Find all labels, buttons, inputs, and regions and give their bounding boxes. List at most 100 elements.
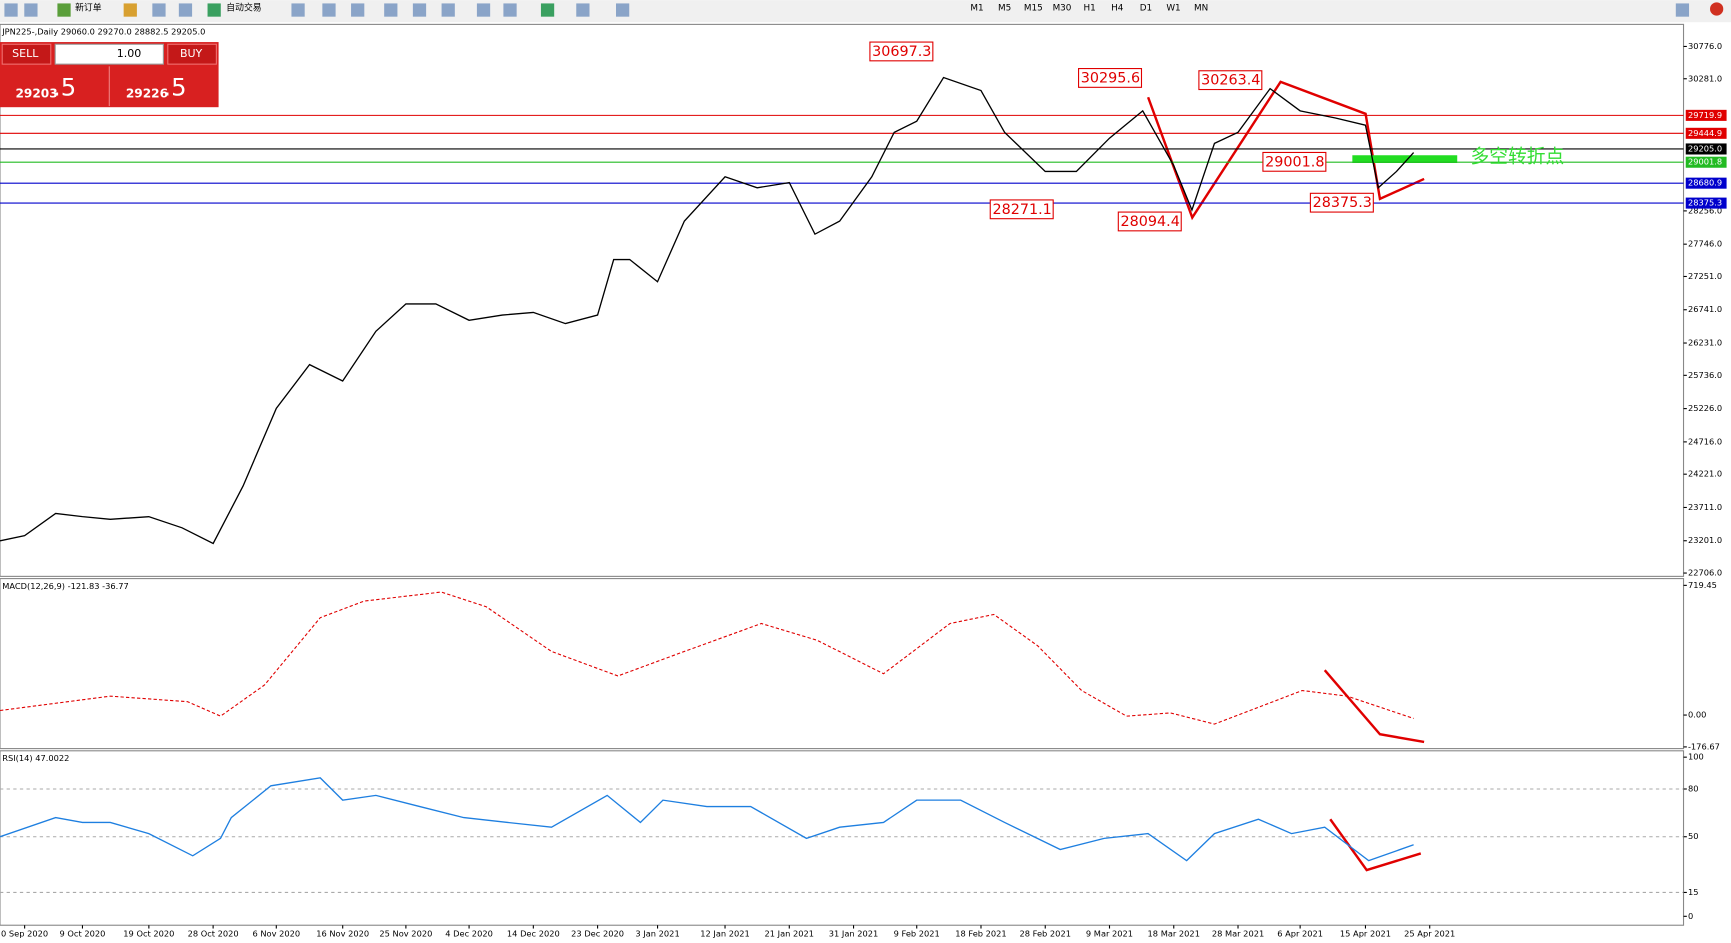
series-line xyxy=(0,777,1414,862)
timeframe-button[interactable]: D1 xyxy=(1140,3,1152,13)
x-tick-label: 6 Apr 2021 xyxy=(1277,929,1323,939)
timeframe-button[interactable]: MN xyxy=(1194,3,1208,13)
main-panel xyxy=(0,23,1685,577)
y-tick-label: 22706.0 xyxy=(1688,568,1722,578)
x-tick-label: 4 Dec 2020 xyxy=(445,929,493,939)
x-tick-label: 25 Nov 2020 xyxy=(379,929,432,939)
y-tick-label: 23711.0 xyxy=(1688,502,1722,512)
y-tick-label: 100 xyxy=(1688,752,1704,762)
toolbar xyxy=(0,0,1731,23)
annotation-box xyxy=(1309,192,1374,213)
buy-button[interactable]: BUY xyxy=(180,47,203,60)
panel-title: JPN225-,Daily 29060.0 29270.0 28882.5 29… xyxy=(1,27,205,37)
y-tick-label: 719.45 xyxy=(1688,580,1717,590)
annotation: 30697.3 xyxy=(872,44,931,60)
x-tick-label: 9 Mar 2021 xyxy=(1086,929,1133,939)
x-tick-label: 0 Sep 2020 xyxy=(1,929,48,939)
buy-price: 29226 xyxy=(126,86,168,100)
x-tick-label: 28 Mar 2021 xyxy=(1212,929,1264,939)
annotation-box xyxy=(1117,211,1182,232)
annotation-box xyxy=(869,41,934,62)
x-tick-label: 6 Nov 2020 xyxy=(252,929,300,939)
y-tick-label: 26741.0 xyxy=(1688,304,1722,314)
timeframe-button[interactable]: M5 xyxy=(998,3,1011,13)
auto-trade[interactable]: 自动交易 xyxy=(226,1,261,13)
annotation: 29001.8 xyxy=(1265,154,1324,170)
macd-panel xyxy=(0,578,1685,750)
x-tick-label: 25 Apr 2021 xyxy=(1404,929,1455,939)
sell-price-frac: .5 xyxy=(53,72,76,101)
timeframe-button[interactable]: H1 xyxy=(1083,3,1095,13)
timeframe-button[interactable]: M1 xyxy=(970,3,983,13)
annotation-box xyxy=(989,199,1054,220)
level-label: 28680.9 xyxy=(1688,178,1722,188)
y-tick-label: 0 xyxy=(1688,911,1693,921)
y-tick-label: 25226.0 xyxy=(1688,403,1722,413)
x-tick-label: 15 Apr 2021 xyxy=(1340,929,1391,939)
x-tick-label: 19 Oct 2020 xyxy=(123,929,174,939)
x-tick-label: 23 Dec 2020 xyxy=(571,929,624,939)
x-tick-label: 9 Oct 2020 xyxy=(60,929,106,939)
annotation: 28094.4 xyxy=(1121,214,1180,230)
x-tick-label: 9 Feb 2021 xyxy=(894,929,940,939)
rsi-panel xyxy=(0,750,1685,926)
x-tick-label: 14 Dec 2020 xyxy=(507,929,560,939)
level-tag xyxy=(1685,197,1727,209)
timeframe-button[interactable]: M15 xyxy=(1024,3,1043,13)
x-tick-label: 28 Feb 2021 xyxy=(1020,929,1071,939)
trend-lines xyxy=(1146,80,1425,872)
annotation-box xyxy=(1198,70,1263,91)
y-tick-label: 15 xyxy=(1688,887,1699,897)
level-tag xyxy=(1685,109,1727,121)
annotation-box xyxy=(1262,151,1327,172)
x-tick-label: 28 Oct 2020 xyxy=(188,929,239,939)
level-label: 29444.9 xyxy=(1688,128,1722,138)
annotation: 28375.3 xyxy=(1313,195,1372,211)
x-tick-label: 21 Jan 2021 xyxy=(765,929,815,939)
level-tag xyxy=(1685,127,1727,139)
x-tick-label: 18 Feb 2021 xyxy=(955,929,1006,939)
y-tick-label: 0.00 xyxy=(1688,710,1706,720)
level-label: 29719.9 xyxy=(1688,110,1722,120)
lot-input[interactable]: 1.00 xyxy=(117,47,142,60)
timeframe-button[interactable]: M30 xyxy=(1053,3,1072,13)
y-tick-label: 30281.0 xyxy=(1688,73,1722,83)
level-tag xyxy=(1685,156,1727,168)
x-tick-label: 18 Mar 2021 xyxy=(1148,929,1200,939)
y-tick-label: 24221.0 xyxy=(1688,469,1722,479)
annotation: 30295.6 xyxy=(1081,70,1140,86)
x-tick-label: 31 Jan 2021 xyxy=(829,929,879,939)
timeframe-button[interactable]: W1 xyxy=(1166,3,1180,13)
x-tick-label: 3 Jan 2021 xyxy=(635,929,679,939)
y-tick-label: 50 xyxy=(1688,831,1699,841)
buy-price-frac: .5 xyxy=(163,72,186,101)
y-tick-label: 26231.0 xyxy=(1688,338,1722,348)
y-tick-label: 30776.0 xyxy=(1688,41,1722,51)
y-tick-label: 23201.0 xyxy=(1688,535,1722,545)
level-label: 29001.8 xyxy=(1688,157,1722,167)
new-order[interactable]: 新订单 xyxy=(75,1,102,13)
timeframe-button[interactable]: H4 xyxy=(1111,3,1124,13)
level-tag xyxy=(1685,177,1727,189)
y-tick-label: 25736.0 xyxy=(1688,370,1722,380)
annotation-box xyxy=(1078,68,1143,88)
level-label: 29205.0 xyxy=(1688,143,1722,153)
level-label: 28375.3 xyxy=(1688,198,1722,208)
trade-panel xyxy=(0,42,219,108)
pivot-note: 多空转折点 xyxy=(1470,145,1564,167)
panel-title: MACD(12,26,9) -121.83 -36.77 xyxy=(2,581,129,591)
panel-title: RSI(14) 47.0022 xyxy=(2,753,69,763)
sell-price: 29203 xyxy=(15,86,57,100)
series-line xyxy=(0,591,1414,725)
sell-button[interactable]: SELL xyxy=(12,47,39,60)
annotation: 30263.4 xyxy=(1201,73,1260,89)
y-tick-label: 24716.0 xyxy=(1688,436,1722,446)
annotation: 28271.1 xyxy=(992,202,1051,218)
y-tick-label: 27746.0 xyxy=(1688,239,1722,249)
y-tick-label: 28256.0 xyxy=(1688,205,1722,215)
y-tick-label: 27251.0 xyxy=(1688,271,1722,281)
x-tick-label: 16 Nov 2020 xyxy=(316,929,369,939)
series-line xyxy=(0,76,1415,545)
y-tick-label: 80 xyxy=(1688,783,1699,793)
